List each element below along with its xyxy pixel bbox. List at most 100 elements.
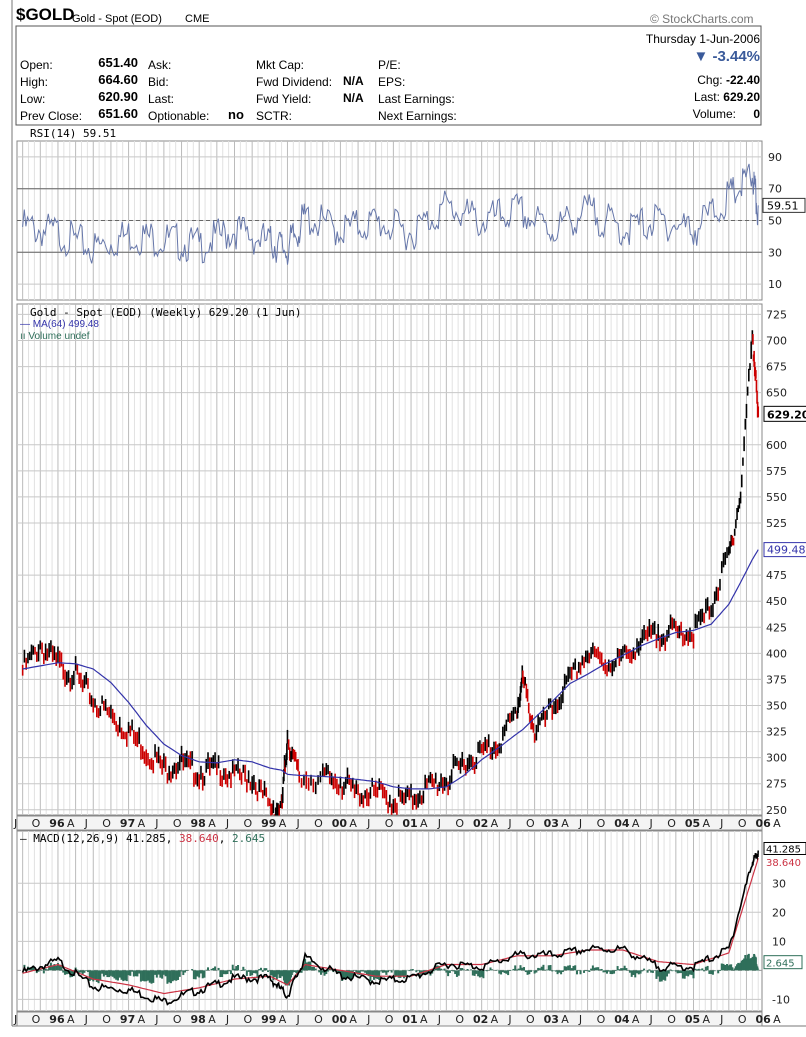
price-tick-label: 450 <box>766 595 787 608</box>
x-tick-label: 05 <box>685 817 700 830</box>
last-label: Last: <box>693 90 720 104</box>
field-open-label: Open: <box>20 58 53 72</box>
x-tick-label: J <box>295 1013 299 1026</box>
x-tick-label: J <box>437 817 441 830</box>
ma-last-value: 499.48 <box>767 544 806 557</box>
hist-last-badge <box>763 955 803 970</box>
rsi-legend-text: RSI(14) 59.51 <box>30 127 117 140</box>
x-tick-label: J <box>719 817 723 830</box>
chg-value: -22.40 <box>725 73 760 87</box>
x-tick-label: J <box>154 817 158 830</box>
header-box <box>15 25 762 126</box>
change-row: Chg: -22.40 <box>640 73 760 87</box>
field-high-value: 664.60 <box>98 72 138 87</box>
price-tick-label: 600 <box>766 439 787 452</box>
x-tick-label: A <box>349 1013 357 1026</box>
x-tick-label: O <box>526 1013 535 1026</box>
price-tick-label: 300 <box>766 752 787 765</box>
x-tick-label: O <box>667 817 676 830</box>
x-tick-label: O <box>102 1013 111 1026</box>
x-tick-label: A <box>279 817 287 830</box>
x-tick-label: O <box>597 1013 606 1026</box>
volume-legend-text: Volume undef <box>28 331 90 342</box>
x-tick-label: A <box>632 817 640 830</box>
x-tick-label: 99 <box>261 817 276 830</box>
field-high-label: High: <box>20 75 49 89</box>
price-tick-label: 400 <box>766 647 787 660</box>
x-tick-label: A <box>420 1013 428 1026</box>
x-tick-label: A <box>208 817 216 830</box>
x-tick-label: 99 <box>261 1013 276 1026</box>
x-tick-label: A <box>279 1013 287 1026</box>
x-tick-label: O <box>244 817 253 830</box>
hist-legend-value: 2.645 <box>231 832 266 845</box>
field-ask-label: Ask: <box>148 58 172 72</box>
field-pe-label: P/E: <box>378 58 401 72</box>
field-last-label: Last: <box>148 92 175 106</box>
volume-value: 0 <box>753 107 760 121</box>
x-tick-label: O <box>314 1013 323 1026</box>
macd-last-badge <box>763 841 806 855</box>
x-tick-label: O <box>102 817 111 830</box>
exchange-label: CME <box>185 13 210 25</box>
rsi-tick-label: 50 <box>768 215 782 228</box>
price-last-badge <box>763 405 806 422</box>
macd-legend: — MACD(12,26,9) 41.285, 38.640, 2.645 <box>20 832 266 845</box>
price-tick-label: 675 <box>766 361 787 374</box>
x-tick-label: A <box>208 1013 216 1026</box>
x-tick-label: 98 <box>191 817 206 830</box>
x-tick-label: O <box>244 1013 253 1026</box>
x-tick-label: J <box>84 1013 88 1026</box>
price-tick-label: 725 <box>766 308 787 321</box>
x-tick-label: O <box>314 817 323 830</box>
price-tick-label: 575 <box>766 465 787 478</box>
price-legend-text: Gold - Spot (EOD) (Weekly) 629.20 (1 Jun… <box>30 306 302 319</box>
rsi-line <box>22 163 759 265</box>
x-tick-label: 01 <box>402 817 417 830</box>
volume-legend: ıı Volume undef <box>20 331 90 342</box>
price-tick-label: 550 <box>766 491 787 504</box>
volume-row: Volume: 0 <box>640 107 760 121</box>
x-tick-label: O <box>455 1013 464 1026</box>
brand-label: © StockCharts.com <box>650 12 754 26</box>
x-tick-label: A <box>703 1013 711 1026</box>
x-tick-label: O <box>173 817 182 830</box>
field-fwd-dividend-label: Fwd Dividend: <box>256 75 333 89</box>
x-tick-label: O <box>667 1013 676 1026</box>
x-tick-label: J <box>649 817 653 830</box>
x-tick-label: O <box>526 817 535 830</box>
x-tick-label: 97 <box>120 817 135 830</box>
x-tick-label: J <box>225 817 229 830</box>
ma-legend-text: MA(64) 499.48 <box>32 319 99 330</box>
x-tick-label: J <box>437 1013 441 1026</box>
x-tick-label: A <box>491 1013 499 1026</box>
price-last-value: 629.20 <box>767 408 806 421</box>
x-tick-label: A <box>632 1013 640 1026</box>
x-tick-label: A <box>138 817 146 830</box>
x-tick-label: 97 <box>120 1013 135 1026</box>
rsi-panel: 90 70 50 30 10 59.51 <box>16 140 806 301</box>
price-tick-label: 425 <box>766 621 787 634</box>
field-mktcap-label: Mkt Cap: <box>256 58 305 72</box>
macd-x-axis: J O 96 A J O 97 A J O 98 A J O 99 A J O 00 A J O 01 A J O 02 A J O 03 A… <box>13 1011 781 1027</box>
price-tick-label: 325 <box>766 726 787 739</box>
price-tick-label: 275 <box>766 778 787 791</box>
price-x-axis: J O 96 A J O 97 A J O 98 A J O 99 A J O 00 A J O 01 A J O 02 A J O 03 A… <box>13 815 781 831</box>
rsi-tick-label: 30 <box>768 246 782 259</box>
instrument-name: Gold - Spot (EOD) <box>72 13 162 25</box>
macd-legend-label: MACD(12,26,9) <box>33 832 120 845</box>
x-tick-label: A <box>67 817 75 830</box>
x-tick-label: J <box>366 1013 370 1026</box>
x-tick-label: 00 <box>332 817 348 830</box>
field-sctr-label: SCTR: <box>256 109 292 123</box>
x-tick-label: A <box>420 817 428 830</box>
field-next-earnings-label: Next Earnings: <box>378 109 457 123</box>
rsi-tick-label: 10 <box>768 278 782 291</box>
x-tick-label: A <box>138 1013 146 1026</box>
ma-last-badge <box>763 542 806 558</box>
ma-legend: — MA(64) 499.48 <box>20 319 99 330</box>
x-tick-label: O <box>32 817 41 830</box>
x-tick-label: A <box>773 1013 781 1026</box>
ticker-symbol[interactable]: $GOLD <box>16 5 75 24</box>
